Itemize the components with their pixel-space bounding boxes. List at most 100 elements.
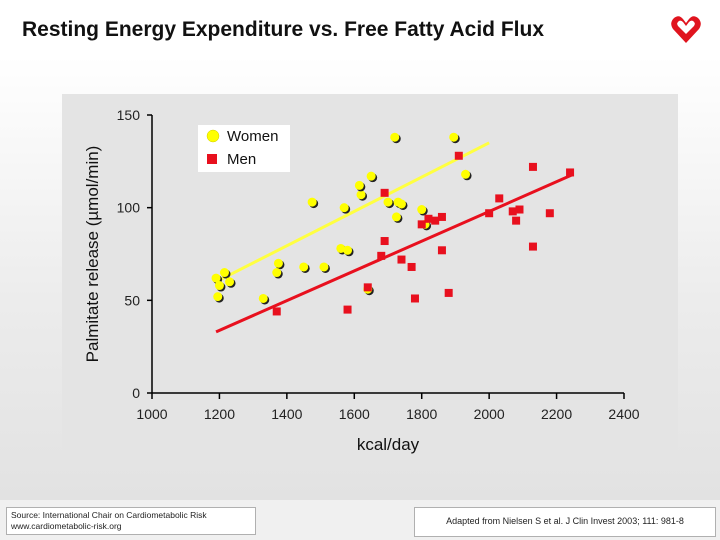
y-tick-label: 100 <box>117 200 141 216</box>
data-point-men <box>272 307 281 316</box>
source-text: Source: International Chair on Cardiomet… <box>11 510 207 520</box>
point-marker <box>307 197 317 207</box>
y-tick-label: 0 <box>132 385 140 401</box>
data-point-women <box>307 197 319 209</box>
x-tick-label: 1200 <box>204 406 235 422</box>
data-point-women <box>214 281 226 292</box>
heart-ribbon-logo-icon <box>671 16 701 43</box>
data-point-women <box>339 203 351 214</box>
data-point-men <box>363 283 372 292</box>
legend-marker-men <box>207 154 217 164</box>
point-marker <box>336 243 346 253</box>
data-point-men <box>343 305 352 314</box>
x-axis-label: kcal/day <box>357 435 420 454</box>
point-marker <box>343 245 353 255</box>
point-marker <box>339 203 349 213</box>
data-point-women <box>258 293 270 305</box>
citation-box: Adapted from Nielsen S et al. J Clin Inv… <box>414 507 716 537</box>
point-marker <box>417 205 427 215</box>
point-marker <box>258 293 268 303</box>
data-point-men <box>512 216 521 225</box>
point-marker <box>396 199 406 209</box>
data-point-women <box>354 180 366 192</box>
point-marker <box>272 268 282 278</box>
trend-line-men <box>215 172 575 334</box>
point-marker <box>225 277 235 287</box>
x-tick-label: 1400 <box>271 406 302 422</box>
data-point-men <box>515 205 524 214</box>
trend-line-women <box>215 141 490 284</box>
point-marker <box>383 197 393 207</box>
data-point-men <box>566 168 575 177</box>
data-point-men <box>437 212 446 221</box>
data-point-women <box>383 197 394 209</box>
data-point-men <box>454 151 463 160</box>
data-point-women <box>319 262 330 273</box>
legend-label-women: Women <box>227 128 278 145</box>
data-point-women <box>299 262 310 273</box>
data-point-men <box>424 214 433 223</box>
data-point-men <box>407 262 416 271</box>
point-marker <box>449 132 459 142</box>
point-marker <box>299 262 309 272</box>
legend-marker-women <box>206 129 220 143</box>
source-box: Source: International Chair on Cardiomet… <box>6 507 256 535</box>
trend-lines-layer <box>215 141 575 334</box>
data-point-men <box>431 216 440 225</box>
points-layer <box>211 132 575 316</box>
data-point-men <box>528 162 537 171</box>
point-marker <box>219 268 229 278</box>
title-bar: Resting Energy Expenditure vs. Free Fatt… <box>0 0 720 56</box>
data-point-women <box>417 205 428 216</box>
data-point-men <box>410 294 419 303</box>
data-point-women <box>390 132 401 144</box>
data-point-men <box>495 194 504 203</box>
legend: Women Men <box>198 125 290 172</box>
data-point-men <box>380 237 389 246</box>
data-point-men <box>397 255 406 264</box>
data-point-women <box>366 171 378 183</box>
legend-label-men: Men <box>227 151 256 168</box>
x-tick-label: 2000 <box>474 406 505 422</box>
data-point-women <box>461 169 472 181</box>
x-tick-label: 1000 <box>136 406 167 422</box>
point-marker <box>273 258 283 268</box>
data-point-men <box>545 209 554 218</box>
point-marker <box>390 132 400 142</box>
data-point-men <box>508 207 517 216</box>
axes-layer: 0 50 100 150 1000 1200 1400 1600 1800 2000 2200 240… <box>83 107 640 454</box>
point-marker <box>366 171 376 181</box>
x-tick-label: 2400 <box>608 406 639 422</box>
point-marker <box>319 262 329 272</box>
point-marker <box>461 169 471 179</box>
data-point-women <box>391 212 403 223</box>
data-point-men <box>485 209 494 218</box>
y-axis-label: Palmitate release (µmol/min) <box>83 146 102 363</box>
data-point-men <box>437 246 446 255</box>
data-point-women <box>272 268 283 279</box>
data-point-men <box>528 242 537 251</box>
x-tick-label: 1600 <box>339 406 370 422</box>
source-url: www.cardiometabolic-risk.org <box>11 521 122 531</box>
data-point-women <box>449 132 460 144</box>
point-marker <box>214 281 224 291</box>
y-tick-label: 50 <box>124 292 140 308</box>
data-point-women <box>396 199 408 210</box>
data-point-women <box>343 245 354 257</box>
y-tick-label: 150 <box>117 107 141 123</box>
data-point-women <box>213 292 224 303</box>
x-tick-label: 2200 <box>541 406 572 422</box>
point-marker <box>356 190 366 200</box>
data-point-men <box>377 251 386 260</box>
point-marker <box>391 212 401 222</box>
data-point-men <box>444 288 453 297</box>
data-point-women <box>225 277 236 288</box>
slide-title: Resting Energy Expenditure vs. Free Fatt… <box>22 18 545 41</box>
scatter-chart: 0 50 100 150 1000 1200 1400 1600 1800 2000 2200 240… <box>83 107 640 454</box>
data-point-women <box>356 190 368 201</box>
point-marker <box>211 273 221 283</box>
point-marker <box>354 180 364 190</box>
x-tick-label: 1800 <box>406 406 437 422</box>
chart-panel <box>62 94 678 464</box>
data-point-men <box>417 220 426 229</box>
